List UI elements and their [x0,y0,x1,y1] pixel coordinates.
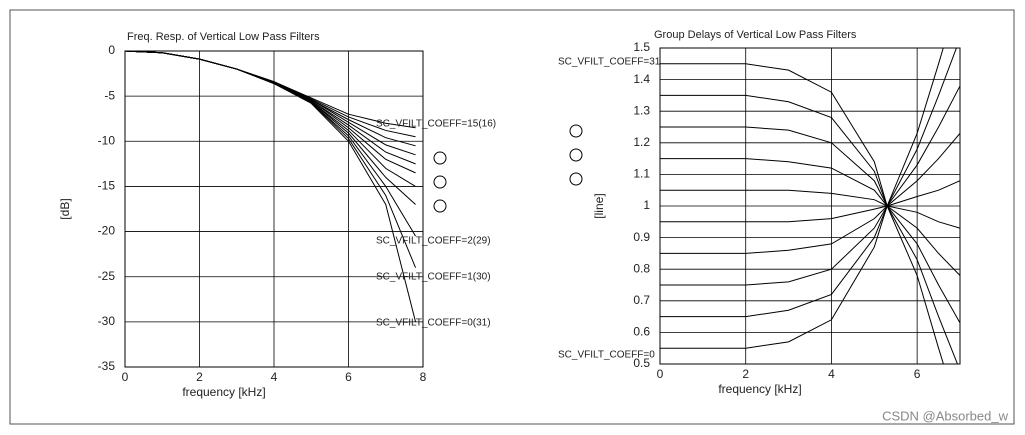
curve [660,189,960,229]
annotation: SC_VFILT_COEFF=2(29) [376,236,491,247]
x-tick-label: 0 [657,367,664,381]
curves [125,51,417,322]
annotation: SC_VFILT_COEFF=1(30) [376,272,491,283]
x-tick-label: 4 [271,370,278,384]
curve [660,85,960,286]
curve [660,158,960,276]
y-tick-label: 0.7 [633,293,650,307]
curve [125,51,417,322]
y-tick-label: -15 [98,179,116,193]
y-tick-label: 1.3 [633,103,650,117]
x-axis-label: frequency [kHz] [718,382,801,396]
y-tick-label: 0.8 [633,261,650,275]
y-tick-label: -35 [98,359,116,373]
x-tick-label: 0 [122,370,129,384]
watermark: CSDN @Absorbed_w [882,408,1009,423]
x-axis-label: frequency [kHz] [182,385,265,399]
decorative-circles [433,124,583,213]
x-tick-label: 2 [742,367,749,381]
curve [660,48,957,318]
x-tick-label: 6 [914,367,921,381]
curve [660,94,959,364]
y-tick-label: 0 [108,43,115,57]
y-tick-label: 1.2 [633,135,650,149]
chart-title: Freq. Resp. of Vertical Low Pass Filters [127,31,320,43]
curve [660,63,944,364]
y-tick-label: -30 [98,314,116,328]
y-tick-label: 1.4 [633,72,650,86]
y-axis-label: [line] [592,193,606,218]
annotation: SC_VFILT_COEFF=0(31) [376,318,491,329]
y-tick-label: 1.1 [633,167,650,181]
curves [660,48,960,364]
y-tick-label: 0.9 [633,230,650,244]
y-tick-label: 0.6 [633,325,650,339]
curve [660,132,960,254]
curve [660,180,960,223]
curve [660,126,960,324]
x-tick-label: 4 [828,367,835,381]
y-tick-label: -10 [98,133,116,147]
y-tick-label: 0.5 [633,356,650,370]
annotation: SC_VFILT_COEFF=15(16) [376,119,496,130]
y-tick-label: 1.5 [633,40,650,54]
y-tick-label: -20 [98,224,116,238]
annotation: SC_VFILT_COEFF=0 [558,350,655,361]
y-axis-label: [dB] [58,198,72,219]
x-tick-label: 6 [345,370,352,384]
chart-title: Group Delays of Vertical Low Pass Filter… [654,29,857,41]
annotation: SC_VFILT_COEFF=31 [558,57,661,68]
y-tick-label: -25 [98,269,116,283]
x-tick-label: 2 [196,370,203,384]
y-tick-label: -5 [104,88,115,102]
curve [660,48,944,349]
x-tick-label: 8 [420,370,427,384]
y-tick-label: 1 [643,198,650,212]
